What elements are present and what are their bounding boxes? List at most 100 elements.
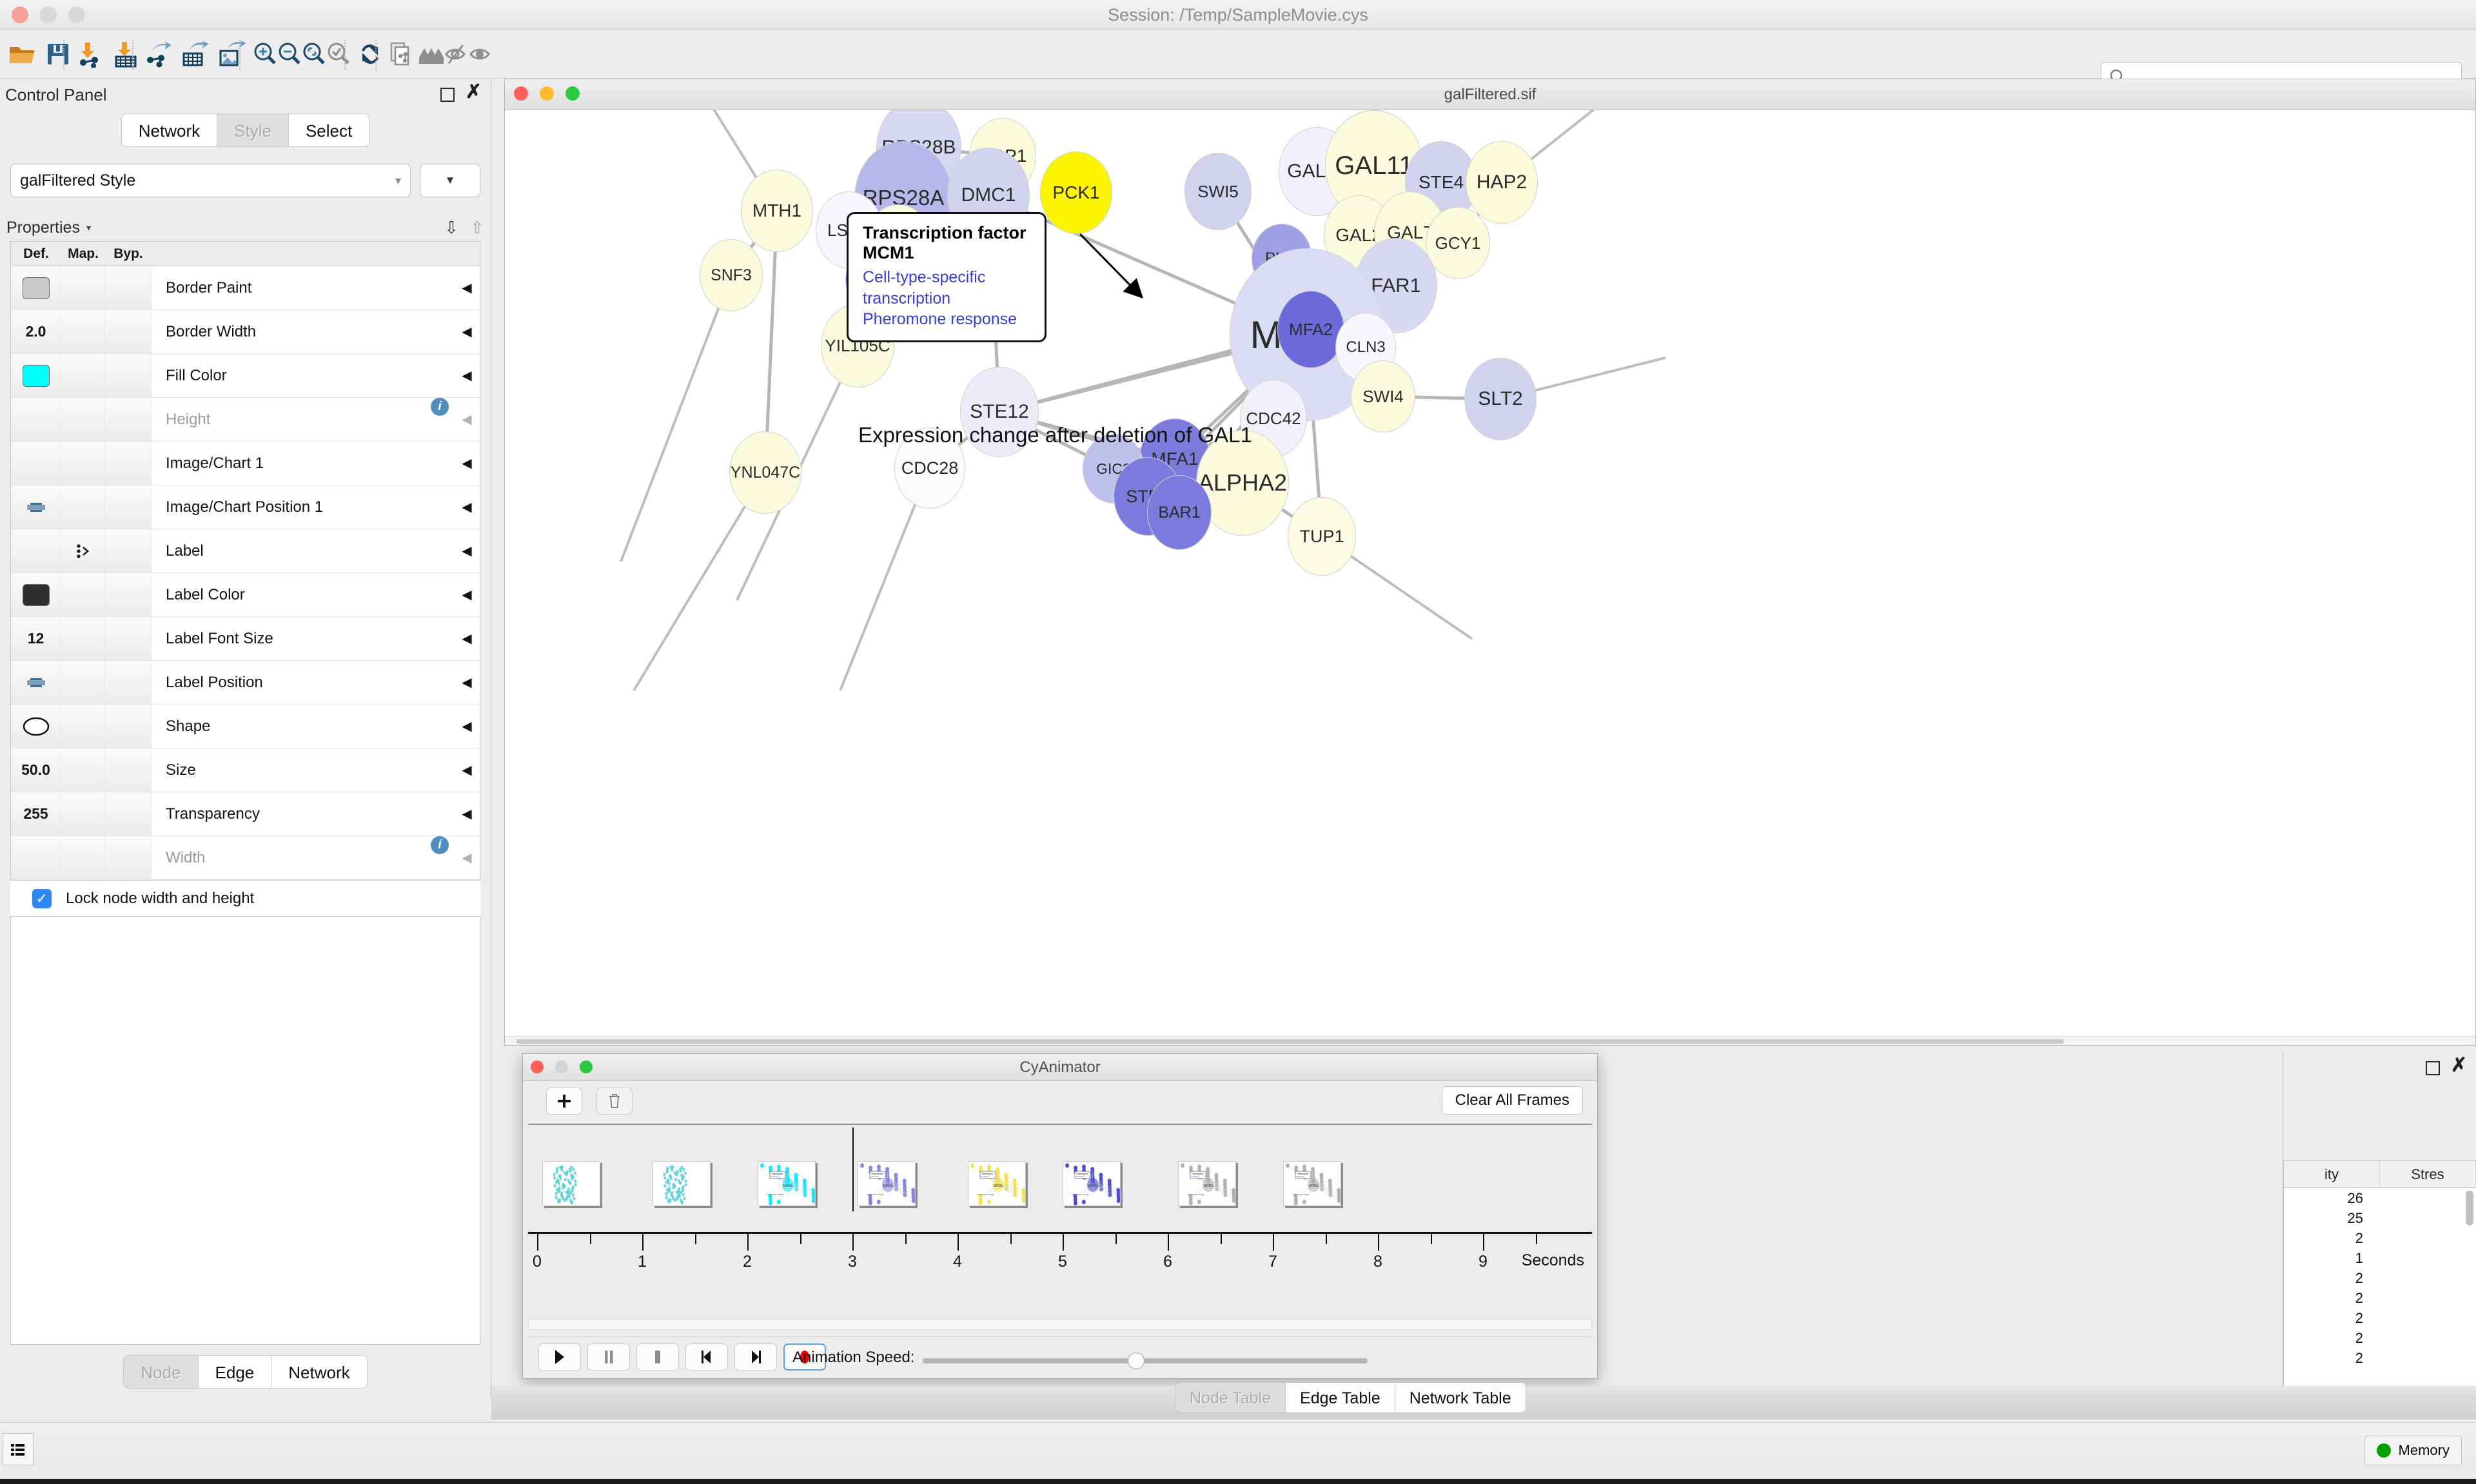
- mapping-cell[interactable]: [61, 573, 105, 616]
- float-icon[interactable]: [440, 88, 455, 102]
- visual-property-row[interactable]: 12 Label Font Size ◀: [11, 617, 480, 661]
- close-cyanimator-button[interactable]: [531, 1060, 544, 1073]
- expand-arrow-icon[interactable]: ◀: [462, 588, 472, 602]
- bypass-cell[interactable]: [105, 748, 152, 792]
- expand-arrow-icon[interactable]: ◀: [462, 676, 472, 690]
- collapse-all-icon[interactable]: ⇧: [470, 217, 484, 237]
- bypass-cell[interactable]: [105, 705, 152, 748]
- bypass-cell[interactable]: [105, 836, 152, 879]
- network-node-mth1[interactable]: MTH1: [741, 170, 813, 252]
- table-row[interactable]: 2: [2284, 1228, 2476, 1248]
- visual-property-row[interactable]: 50.0 Size ◀: [11, 748, 480, 792]
- record-button[interactable]: [783, 1343, 826, 1371]
- network-node-bar1[interactable]: BAR1: [1147, 475, 1212, 550]
- mapping-cell[interactable]: [61, 354, 105, 397]
- import-network-icon[interactable]: [70, 35, 108, 73]
- animation-speed-slider[interactable]: [923, 1358, 1368, 1363]
- maximize-window-button[interactable]: [68, 6, 85, 23]
- default-cell[interactable]: [11, 354, 61, 397]
- expand-arrow-icon[interactable]: ◀: [462, 456, 472, 471]
- clear-all-frames-button[interactable]: Clear All Frames: [1441, 1086, 1583, 1115]
- maximize-cyanimator-button[interactable]: [580, 1060, 593, 1073]
- color-swatch[interactable]: [22, 364, 50, 387]
- bypass-cell[interactable]: [105, 485, 152, 529]
- table-row[interactable]: 25: [2284, 1208, 2476, 1228]
- bypass-cell[interactable]: [105, 661, 152, 704]
- timeline-frame-thumbnail[interactable]: MCM1 Transcription Cell-type Expression cha…: [1178, 1161, 1237, 1206]
- stop-button[interactable]: [636, 1343, 679, 1371]
- visual-property-row[interactable]: Border Paint ◀: [11, 266, 480, 310]
- chevron-down-icon[interactable]: ▾: [86, 222, 91, 233]
- color-swatch[interactable]: [22, 583, 50, 606]
- network-node-ynl047c[interactable]: YNL047C: [729, 431, 801, 514]
- visual-property-row[interactable]: 2.0 Border Width ◀: [11, 310, 480, 354]
- timeline-frame-thumbnail[interactable]: MCM1 Transcription Cell-type Expression cha…: [1063, 1161, 1121, 1206]
- expand-all-icon[interactable]: ⇩: [444, 217, 458, 237]
- timeline-playhead[interactable]: [852, 1128, 854, 1211]
- table-row[interactable]: 2: [2284, 1288, 2476, 1308]
- tab-edge[interactable]: Edge: [198, 1355, 272, 1389]
- bypass-cell[interactable]: [105, 529, 152, 572]
- table-row[interactable]: 2: [2284, 1328, 2476, 1348]
- default-cell[interactable]: [11, 661, 61, 704]
- import-table-icon[interactable]: [106, 35, 145, 73]
- network-node-swi5[interactable]: SWI5: [1184, 153, 1252, 230]
- expand-arrow-icon[interactable]: ◀: [462, 807, 472, 821]
- timeline-frame-thumbnail[interactable]: [542, 1161, 601, 1206]
- table-row[interactable]: 1: [2284, 1248, 2476, 1268]
- open-folder-icon[interactable]: [3, 35, 41, 73]
- column-header-stress[interactable]: Stres: [2380, 1161, 2476, 1187]
- visual-property-row[interactable]: Label Position ◀: [11, 661, 480, 705]
- network-node-slt2[interactable]: SLT2: [1464, 358, 1537, 440]
- network-node-pck1[interactable]: PCK1: [1040, 151, 1112, 234]
- bypass-cell[interactable]: [105, 398, 152, 441]
- play-button[interactable]: [538, 1343, 581, 1371]
- default-cell[interactable]: [11, 442, 61, 485]
- visual-property-row[interactable]: 255 Transparency ◀: [11, 792, 480, 836]
- mapping-cell[interactable]: [61, 836, 105, 879]
- export-table-icon[interactable]: [175, 35, 214, 73]
- bypass-cell[interactable]: [105, 573, 152, 616]
- timeline-frame-thumbnail[interactable]: MCM1 Transcription Cell-type Expression cha…: [1283, 1161, 1342, 1206]
- memory-status-button[interactable]: Memory: [2364, 1436, 2462, 1465]
- network-node-mfa2[interactable]: MFA2: [1277, 291, 1344, 368]
- next-frame-button[interactable]: [734, 1343, 777, 1371]
- table-row[interactable]: 2: [2284, 1348, 2476, 1368]
- first-neighbors-icon[interactable]: [411, 35, 450, 73]
- animation-speed-slider-knob[interactable]: [1128, 1352, 1145, 1369]
- mapping-cell[interactable]: [61, 792, 105, 835]
- expand-arrow-icon[interactable]: ◀: [462, 325, 472, 339]
- mapping-cell[interactable]: [61, 442, 105, 485]
- add-frame-button[interactable]: [546, 1088, 582, 1115]
- zoom-out-icon[interactable]: [270, 35, 309, 73]
- mapping-cell[interactable]: [61, 485, 105, 529]
- expand-arrow-icon[interactable]: ◀: [462, 719, 472, 734]
- tab-style[interactable]: Style: [217, 113, 289, 147]
- network-node-tup1[interactable]: TUP1: [1288, 497, 1356, 576]
- float-icon[interactable]: [2426, 1061, 2440, 1075]
- close-window-button[interactable]: [12, 6, 28, 23]
- table-row[interactable]: 2: [2284, 1268, 2476, 1288]
- mapping-cell[interactable]: [61, 617, 105, 660]
- close-icon[interactable]: ✗: [465, 81, 482, 103]
- delete-frame-button[interactable]: [596, 1088, 633, 1115]
- network-node-swi4[interactable]: SWI4: [1351, 360, 1415, 433]
- visual-property-row[interactable]: Image/Chart 1 ◀: [11, 442, 480, 485]
- list-icon[interactable]: [3, 1433, 34, 1465]
- table-vertical-scrollbar[interactable]: [2464, 1191, 2475, 1410]
- tab-select[interactable]: Select: [288, 113, 370, 147]
- style-select[interactable]: galFiltered Style ▾: [10, 164, 411, 197]
- visual-property-row[interactable]: Label ◀: [11, 529, 480, 573]
- style-options-button[interactable]: ▼: [420, 164, 480, 197]
- previous-frame-button[interactable]: [685, 1343, 728, 1371]
- expand-arrow-icon[interactable]: ◀: [462, 851, 472, 865]
- default-cell[interactable]: [11, 836, 61, 879]
- minimize-window-button[interactable]: [40, 6, 57, 23]
- hide-selected-icon[interactable]: [437, 35, 476, 73]
- expand-arrow-icon[interactable]: ◀: [462, 369, 472, 383]
- color-swatch[interactable]: [22, 277, 50, 299]
- expand-arrow-icon[interactable]: ◀: [462, 413, 472, 427]
- info-icon[interactable]: i: [431, 836, 449, 854]
- timeline-frame-thumbnail[interactable]: [653, 1161, 711, 1206]
- info-icon[interactable]: i: [431, 398, 449, 416]
